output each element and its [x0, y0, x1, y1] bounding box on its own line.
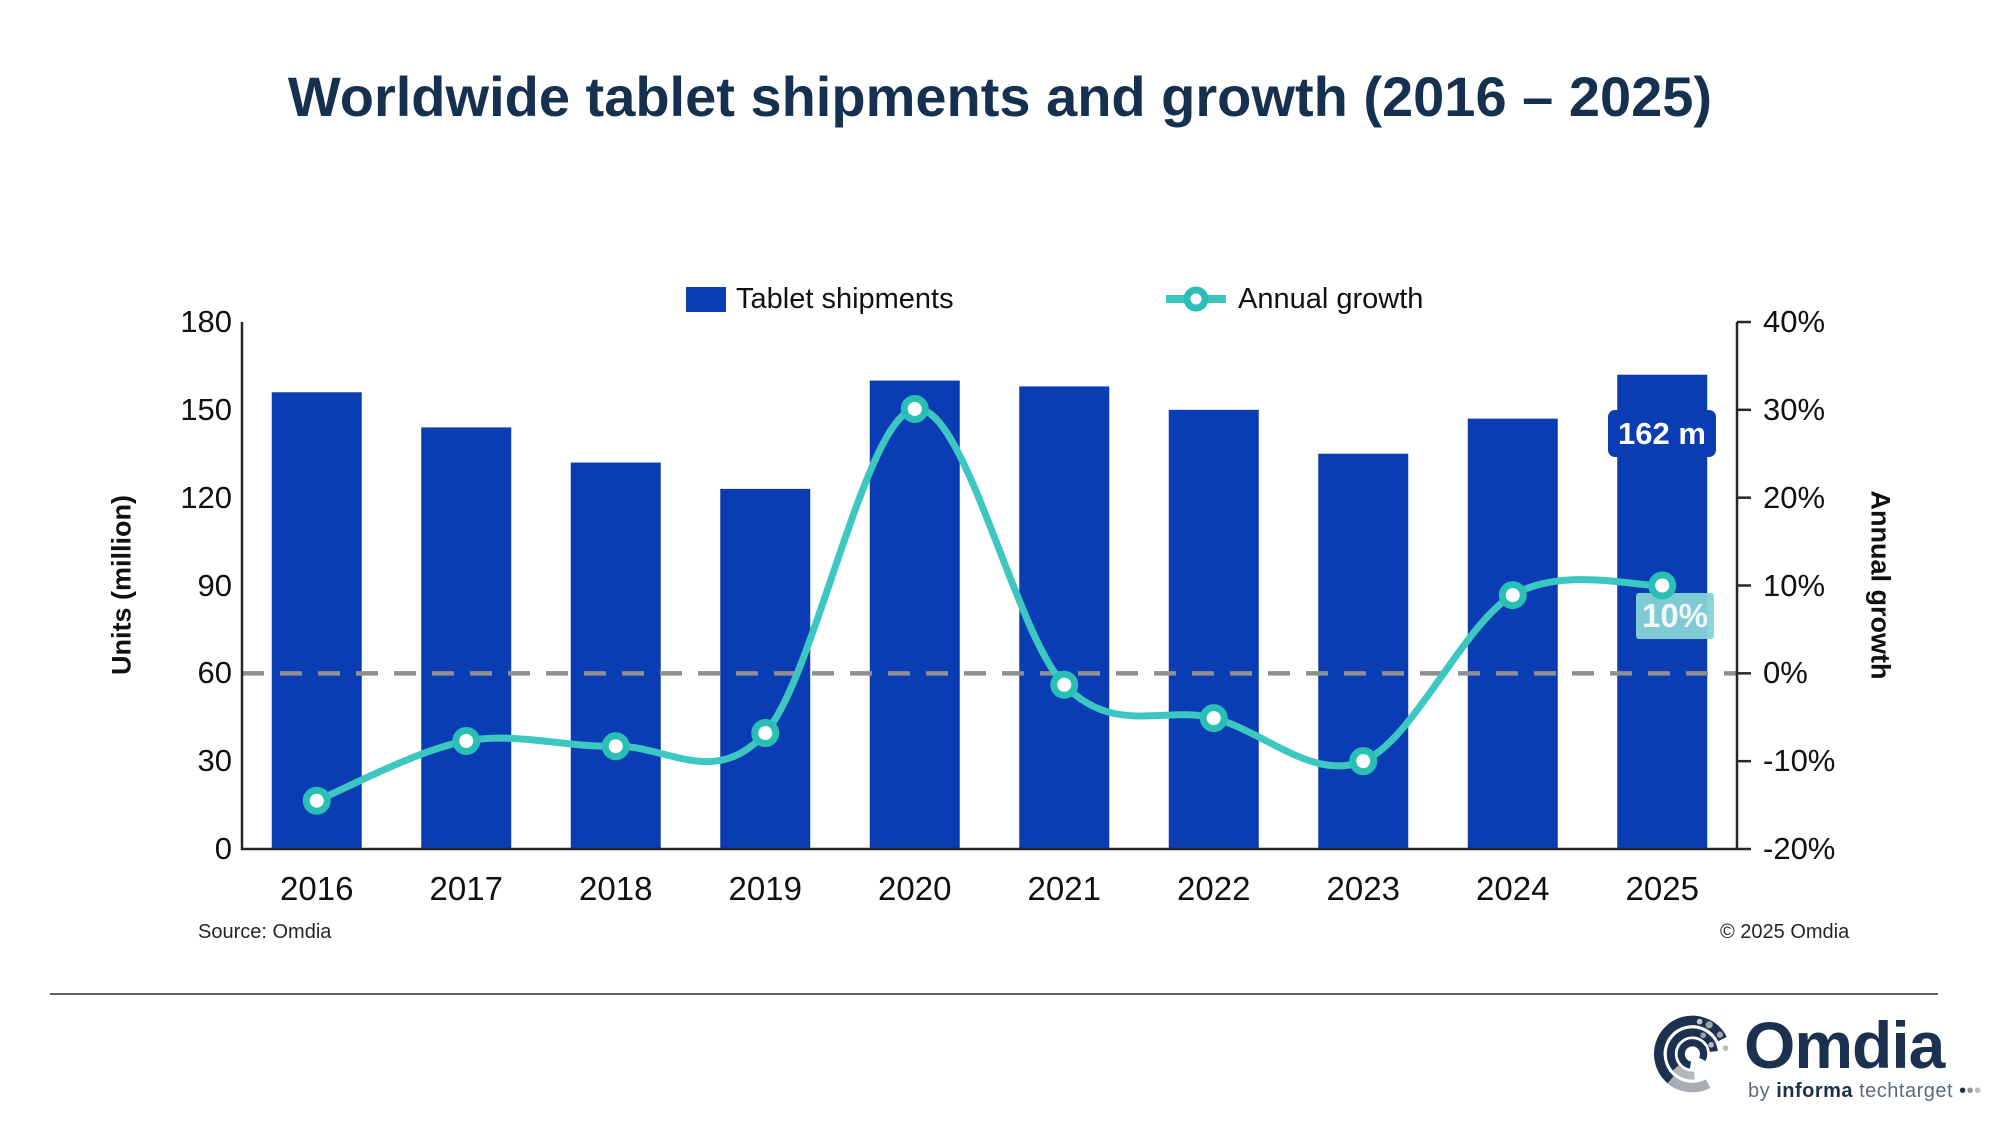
right-axis-tick-20%: 20% [1763, 479, 1826, 515]
source-note: Source: Omdia [198, 921, 332, 943]
left-axis-tick-0: 0 [214, 831, 232, 866]
bar-2021 [1019, 386, 1110, 849]
left-axis-tick-150: 150 [180, 391, 232, 427]
growth-marker-2021 [1050, 670, 1079, 699]
legend-swatch-shipments-icon [686, 286, 726, 312]
tagline-informa: informa [1776, 1080, 1854, 1102]
left-axis-tick-180: 180 [180, 304, 232, 339]
right-axis-tick-40%: 40% [1763, 304, 1826, 339]
growth-marker-2024 [1498, 581, 1527, 610]
x-axis-tick-2018: 2018 [579, 870, 653, 907]
x-axis-tick-2017: 2017 [429, 870, 503, 907]
right-axis-tick-30%: 30% [1763, 391, 1826, 427]
tagline-by: by [1748, 1080, 1777, 1102]
legend-label-growth: Annual growth [1238, 283, 1424, 315]
bar-2024 [1467, 418, 1558, 849]
left-axis-tick-60: 60 [197, 655, 232, 691]
right-axis-tick-10%: 10% [1763, 567, 1826, 603]
bar-2016 [271, 392, 362, 849]
right-axis-tick--10%: -10% [1763, 743, 1836, 779]
x-axis-tick-2020: 2020 [878, 870, 952, 907]
growth-marker-2018 [601, 732, 630, 761]
x-axis-tick-2024: 2024 [1476, 870, 1550, 907]
growth-value-callout: 10% [1636, 593, 1714, 639]
growth-marker-2020 [900, 394, 929, 423]
bar-2020 [869, 380, 960, 849]
growth-marker-2017 [452, 726, 481, 755]
legend-item-shipments: Tablet shipments [686, 283, 954, 315]
x-axis-tick-2019: 2019 [728, 870, 802, 907]
legend-item-growth: Annual growth [1164, 283, 1423, 315]
bar-2017 [421, 427, 512, 849]
x-axis-tick-2022: 2022 [1177, 870, 1251, 907]
bar-value-callout: 162 m [1608, 410, 1716, 457]
omdia-logo-tagline: by informa techtarget ••• [1748, 1080, 1982, 1103]
growth-marker-2025 [1648, 571, 1677, 600]
left-axis-tick-90: 90 [197, 567, 232, 603]
x-axis-tick-2021: 2021 [1027, 870, 1101, 907]
chart-title: Worldwide tablet shipments and growth (2… [287, 65, 1713, 128]
x-axis-tick-2016: 2016 [280, 870, 354, 907]
omdia-logo-icon [1646, 1006, 1742, 1102]
tagline-dot-icon: • [1974, 1080, 1982, 1102]
bar-2019 [720, 488, 811, 849]
tagline-techtarget: techtarget [1859, 1080, 1960, 1102]
x-axis-tick-2023: 2023 [1326, 870, 1400, 907]
growth-marker-2023 [1349, 747, 1378, 776]
tagline-dot-icon: • [1959, 1080, 1967, 1102]
right-axis-tick--20%: -20% [1763, 831, 1836, 866]
growth-line [313, 405, 1666, 805]
legend-label-shipments: Tablet shipments [736, 283, 954, 315]
tagline-dot-icon: • [1966, 1080, 1975, 1102]
copyright-note: © 2025 Omdia [1720, 921, 1850, 943]
footer-divider [50, 993, 1938, 995]
x-axis-tick-2025: 2025 [1625, 870, 1699, 907]
bar-2022 [1168, 409, 1259, 849]
bar-2023 [1318, 453, 1409, 849]
growth-marker-2019 [751, 719, 780, 748]
growth-marker-2022 [1199, 704, 1228, 733]
right-axis-tick-0%: 0% [1763, 655, 1808, 691]
left-axis-tick-30: 30 [197, 743, 232, 779]
bar-2018 [570, 462, 661, 849]
left-axis-tick-120: 120 [180, 479, 232, 515]
omdia-logo-wordmark: Omdia [1744, 1008, 1945, 1082]
legend-marker-growth-icon [1164, 283, 1228, 315]
growth-marker-2016 [302, 786, 331, 815]
